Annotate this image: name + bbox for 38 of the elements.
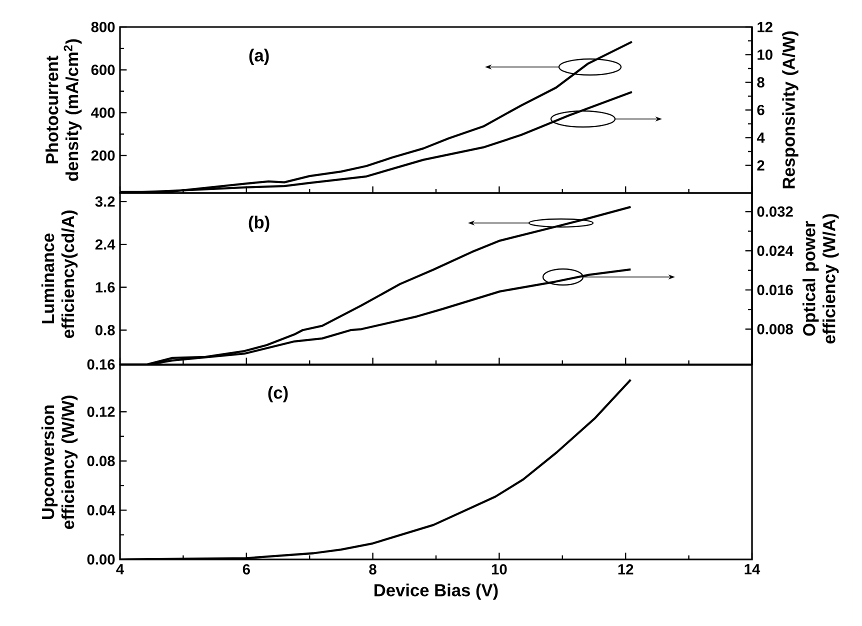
y2-tick-label: 8 [757, 77, 764, 88]
annotation: (b) [248, 216, 270, 232]
y-tick-label: 0.16 [87, 359, 115, 370]
y-tick-label: 200 [91, 150, 115, 161]
x-tick-label: 12 [618, 564, 634, 574]
y2-tick-label: 10 [758, 49, 772, 60]
y-tick-label: 1.6 [96, 282, 115, 292]
y2-tick-label: 0.032 [757, 206, 793, 217]
y2-tick-label: 6 [757, 104, 764, 116]
y2-axis-title: Responsivity (A/W) [782, 31, 798, 188]
x-axis-title: Device Bias (V) [374, 584, 498, 600]
y2-tick-label: 2 [757, 160, 764, 170]
y-axis-title: Upconversion efficiency (W/W) [41, 396, 78, 529]
y-tick-label: 0.8 [95, 324, 115, 336]
y-tick-label: 2.4 [95, 239, 116, 250]
y2-tick-label: 4 [756, 132, 765, 143]
y-tick-label: 0.04 [87, 505, 116, 516]
y2-tick-label: 12 [758, 22, 772, 32]
x-tick-label: 8 [369, 564, 376, 574]
y-tick-label: 800 [91, 22, 115, 32]
y-tick-label: 0.08 [87, 456, 115, 466]
y-axis-title: Photocurrent density (mA/cm$^{2}$) [46, 39, 82, 181]
y-tick-label: 0.00 [87, 554, 115, 565]
y-tick-label: 600 [91, 64, 115, 76]
annotation: (c) [268, 386, 288, 402]
y2-axis-title: Optical power efficiency (W/A) [802, 214, 839, 344]
y2-tick-label: 0.024 [757, 246, 794, 256]
y2-tick-label: 0.016 [757, 284, 793, 296]
y-axis-title: Luminance efficiency(cd/A) [41, 210, 78, 338]
x-tick-label: 14 [744, 564, 760, 574]
y-tick-label: 3.2 [95, 196, 115, 207]
y-tick-label: 0.12 [87, 406, 115, 417]
annotation: (a) [249, 48, 269, 65]
x-tick-label: 6 [242, 564, 250, 574]
y-tick-label: 400 [91, 108, 115, 118]
x-tick-label: 10 [492, 564, 507, 574]
y2-tick-label: 0.008 [757, 324, 793, 334]
x-tick-label: 4 [116, 564, 124, 574]
